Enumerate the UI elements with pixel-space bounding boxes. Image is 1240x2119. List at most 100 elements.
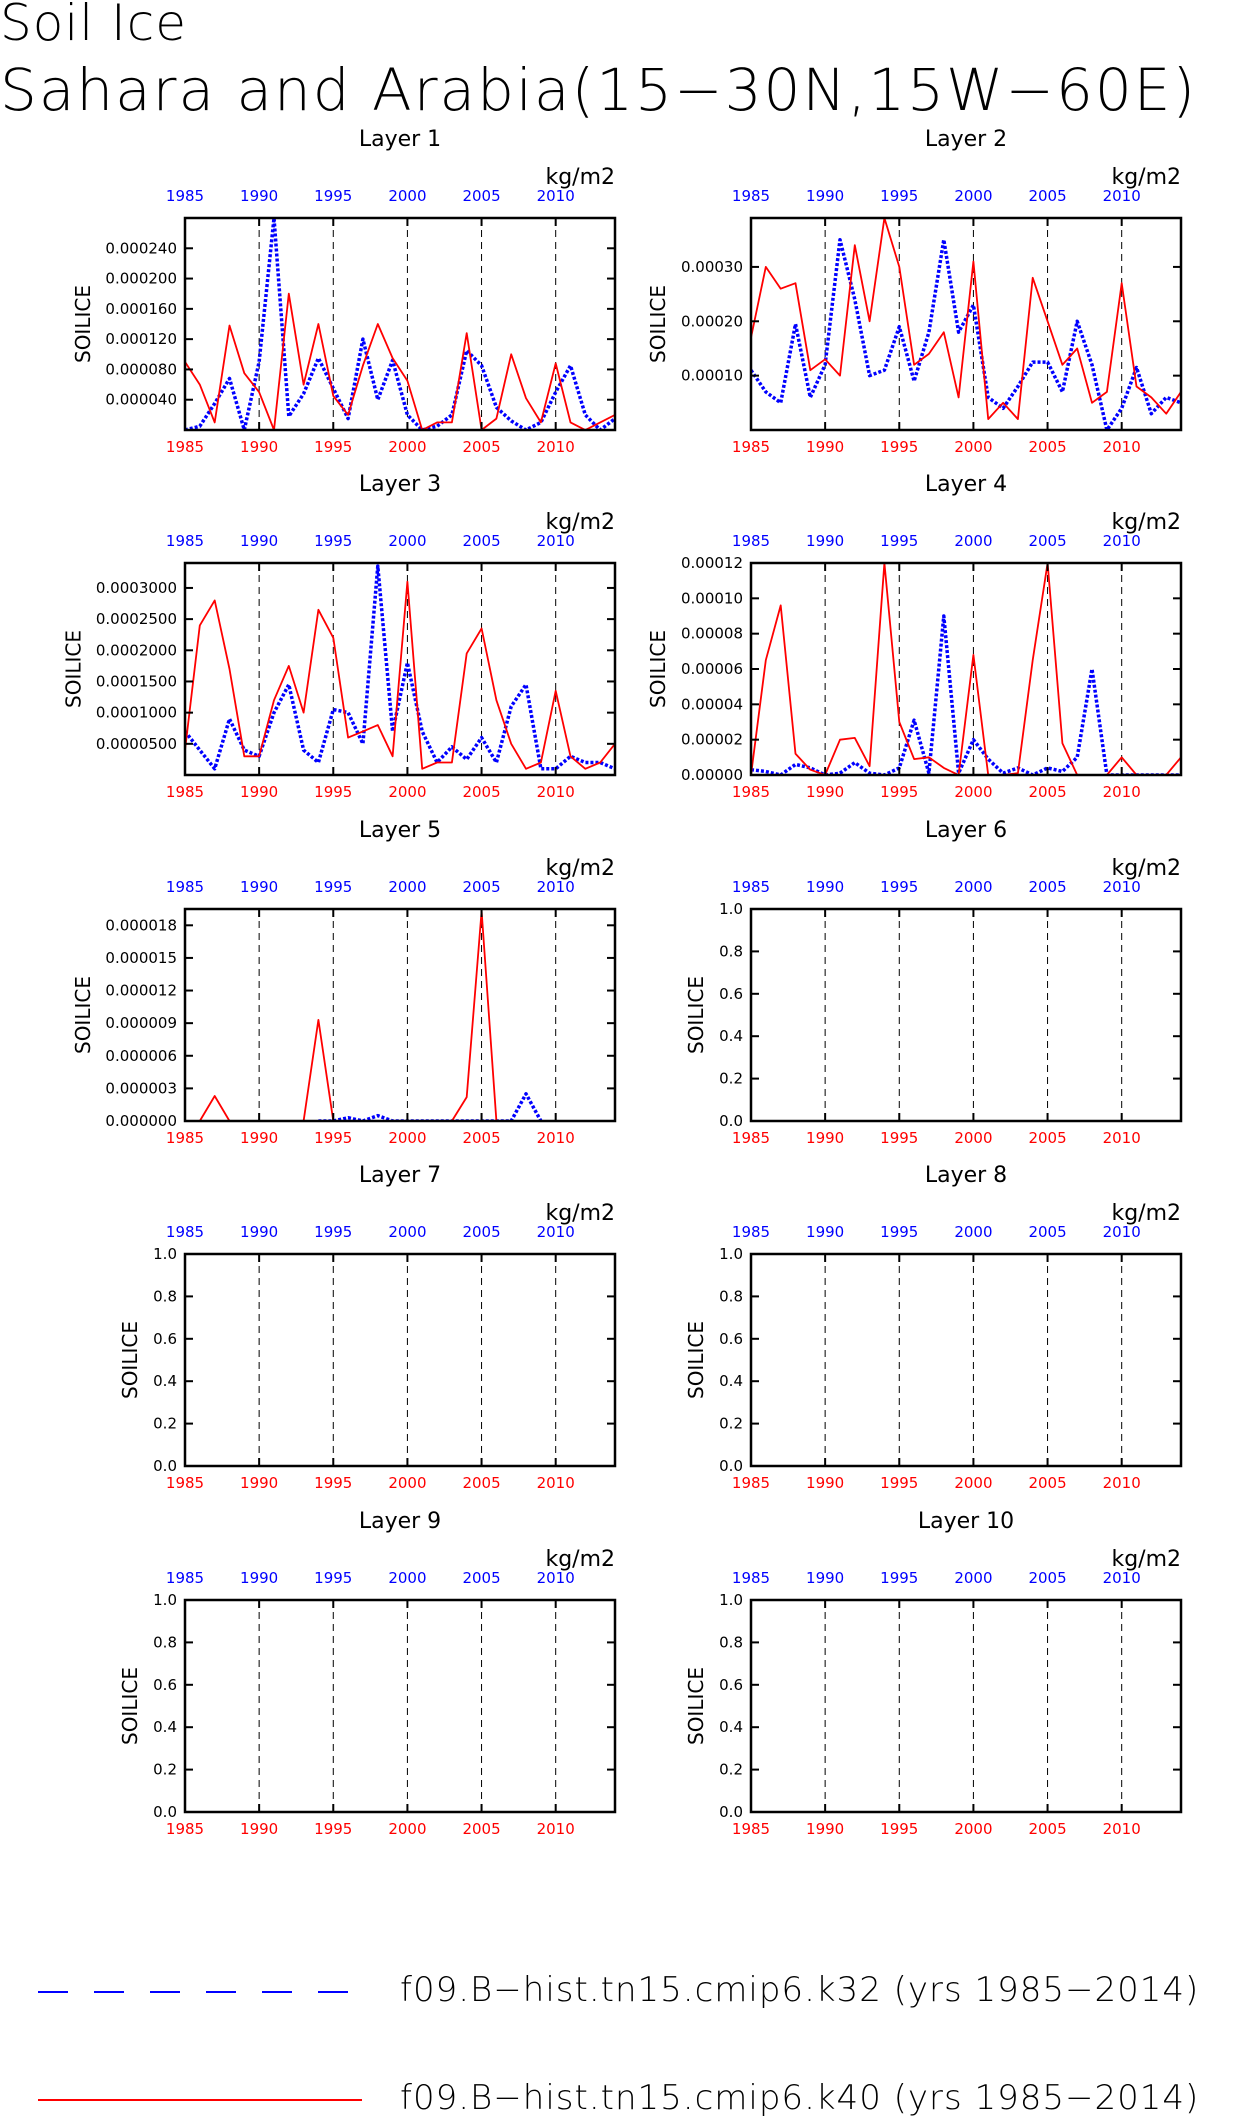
y-tick-label: 0.6 [153,1330,177,1348]
y-tick-label: 0.0 [153,1457,177,1475]
x-tick-label-top: 1990 [240,187,278,205]
x-tick-label-bottom: 1990 [806,1474,844,1492]
x-tick-label-bottom: 2005 [462,1129,500,1147]
x-tick-label-bottom: 2000 [388,783,426,801]
y-tick-label: 0.4 [153,1372,177,1390]
x-tick-label-top: 2005 [1028,878,1066,896]
plot-frame [183,907,617,1123]
plot-frame [749,561,1183,777]
panel-title: Layer 10 [918,1509,1014,1534]
y-tick-label: 1.0 [719,900,743,918]
x-tick-label-top: 2000 [954,187,992,205]
x-tick-label-top: 1985 [166,1569,204,1587]
panel-layer-9: Layer 9 kg/m2 1985 1985 1990 1990 1995 1995 2000… [118,1509,617,1838]
x-tick-label-top: 1990 [240,878,278,896]
x-tick-label-top: 1995 [880,1569,918,1587]
chart-grid: Layer 1 kg/m2 1985 1985 1990 1990 1995 1995 2000… [61,127,1183,1838]
y-tick-label: 0.00030 [681,258,743,276]
y-tick-label: 1.0 [719,1591,743,1609]
x-tick-label-bottom: 2005 [462,1474,500,1492]
x-tick-label-top: 2000 [954,532,992,550]
x-tick-label-top: 1990 [240,1569,278,1587]
x-tick-label-top: 2000 [954,1223,992,1241]
y-tick-label: 0.8 [153,1633,177,1651]
x-tick-label-top: 1985 [732,1569,770,1587]
x-tick-label-bottom: 2000 [388,438,426,456]
x-tick-label-top: 2010 [537,532,575,550]
units-label: kg/m2 [545,510,615,535]
plot-frame [749,1252,1183,1468]
legend-label-k32: f09.B−hist.tn15.cmip6.k32 (yrs 1985−2014… [400,1970,1200,2010]
panel-title: Layer 5 [359,818,441,843]
series-line-k32 [185,216,615,430]
panel-title: Layer 7 [359,1163,441,1188]
x-tick-label-top: 1990 [240,1223,278,1241]
y-axis-label: SOILICE [61,630,85,708]
plot-frame [183,561,617,777]
series-line-k40 [199,910,498,1121]
y-axis-label: SOILICE [684,1321,708,1399]
y-tick-label: 0.00000 [681,766,743,784]
x-tick-label-top: 2005 [462,1223,500,1241]
y-tick-label: 0.000080 [105,360,177,378]
y-tick-label: 0.0002000 [96,641,177,659]
y-tick-label: 0.0002500 [96,610,177,628]
units-label: kg/m2 [545,856,615,881]
plot-frame [749,1598,1183,1814]
y-tick-label: 0.6 [719,1676,743,1694]
x-tick-label-top: 1985 [732,1223,770,1241]
y-tick-label: 0.2 [719,1070,743,1088]
panel-title: Layer 6 [925,818,1007,843]
x-tick-label-bottom: 2010 [1103,1129,1141,1147]
panel-layer-10: Layer 10 kg/m2 1985 1985 1990 1990 1995 1995 200… [684,1509,1183,1838]
x-tick-label-bottom: 2000 [954,1820,992,1838]
y-tick-label: 0.8 [719,942,743,960]
x-tick-label-top: 1995 [880,878,918,896]
y-tick-label: 1.0 [719,1245,743,1263]
x-tick-label-bottom: 2005 [1028,438,1066,456]
y-axis-label: SOILICE [646,630,670,708]
y-tick-label: 0.00002 [681,731,743,749]
legend: f09.B−hist.tn15.cmip6.k32 (yrs 1985−2014… [0,1930,1240,2119]
x-tick-label-top: 2005 [462,532,500,550]
series-line-k40 [185,292,615,430]
x-tick-label-bottom: 1985 [732,1129,770,1147]
x-tick-label-bottom: 1995 [314,438,352,456]
x-tick-label-bottom: 1985 [166,1129,204,1147]
panel-layer-8: Layer 8 kg/m2 1985 1985 1990 1990 1995 1995 2000… [684,1163,1183,1492]
panel-layer-3: Layer 3 kg/m2 1985 1985 1990 1990 1995 1995 2000… [61,472,617,801]
panel-layer-1: Layer 1 kg/m2 1985 1985 1990 1990 1995 1995 2000… [71,127,617,456]
x-tick-label-bottom: 1985 [166,438,204,456]
x-tick-label-top: 1990 [806,1223,844,1241]
x-tick-label-bottom: 2005 [462,438,500,456]
plot-frame [749,216,1183,432]
x-tick-label-bottom: 2005 [1028,783,1066,801]
y-tick-label: 0.000015 [105,949,177,967]
y-tick-label: 0.2 [153,1415,177,1433]
panel-layer-7: Layer 7 kg/m2 1985 1985 1990 1990 1995 1995 2000… [118,1163,617,1492]
series-group [751,562,1181,775]
x-tick-label-bottom: 1985 [732,783,770,801]
x-tick-label-top: 2010 [537,1223,575,1241]
y-tick-label: 0.2 [719,1761,743,1779]
y-tick-label: 0.000040 [105,391,177,409]
y-tick-label: 1.0 [153,1591,177,1609]
x-tick-label-top: 1985 [166,187,204,205]
x-tick-label-top: 2005 [1028,532,1066,550]
x-tick-label-top: 1995 [314,1569,352,1587]
y-tick-label: 0.000018 [105,916,177,934]
x-tick-label-top: 2000 [388,878,426,896]
x-tick-label-top: 2000 [954,878,992,896]
y-tick-label: 0.000003 [105,1079,177,1097]
series-line-k40 [751,217,1181,421]
x-tick-label-top: 2010 [1103,187,1141,205]
x-tick-label-top: 1985 [732,187,770,205]
x-tick-label-top: 2010 [1103,532,1141,550]
y-tick-label: 0.0 [153,1803,177,1821]
x-tick-label-bottom: 2010 [1103,783,1141,801]
series-group [751,217,1181,430]
x-tick-label-bottom: 2005 [1028,1820,1066,1838]
x-tick-label-top: 1995 [314,187,352,205]
x-tick-label-top: 1990 [806,878,844,896]
x-tick-label-top: 2005 [1028,187,1066,205]
